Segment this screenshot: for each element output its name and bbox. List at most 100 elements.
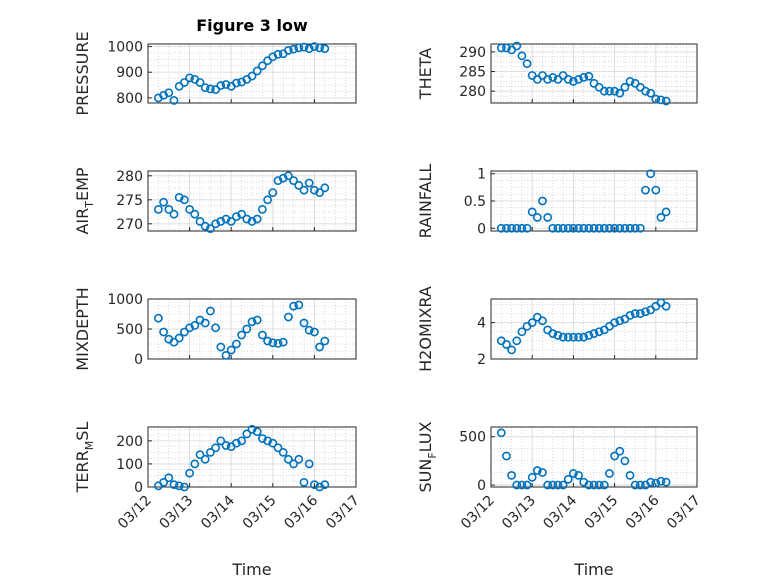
y-axis-label-main: TERR: [73, 450, 92, 493]
data-point: [263, 436, 272, 446]
data-point: [268, 188, 278, 197]
x-tick-label: 03/12: [458, 493, 498, 533]
y-tick-label: 500: [459, 430, 486, 446]
data-point: [646, 477, 656, 487]
data-point: [247, 71, 257, 81]
data-point: [159, 327, 168, 337]
y-axis-label: MIXDEPTH: [73, 287, 92, 370]
data-point: [242, 324, 252, 334]
data-point: [247, 424, 257, 434]
data-point: [289, 176, 298, 185]
data-point: [553, 223, 563, 233]
data-point: [205, 84, 215, 94]
data-point: [558, 480, 568, 490]
data-point: [185, 323, 194, 333]
data-point: [584, 480, 594, 490]
x-tick-label: 03/16: [281, 492, 321, 532]
data-point: [651, 185, 661, 195]
panel-air: 270 275 280 AIRTEMP: [73, 167, 357, 235]
data-point: [517, 327, 527, 337]
data-point: [625, 310, 635, 320]
data-point: [630, 309, 640, 318]
data-point: [502, 340, 511, 349]
data-point: [594, 223, 604, 233]
y-tick-label: 290: [459, 45, 486, 61]
data-point: [646, 88, 656, 98]
x-tick-label: 03/14: [198, 492, 238, 532]
data-point: [502, 43, 511, 53]
data-point: [257, 61, 267, 71]
data-point: [299, 185, 309, 195]
data-point: [641, 307, 650, 317]
data-point: [190, 209, 200, 219]
x-tick-label: 03/16: [623, 492, 663, 532]
data-point: [294, 43, 304, 53]
y-axis-label-tail: EMP: [73, 167, 92, 201]
data-point: [522, 223, 532, 233]
data-point: [563, 75, 573, 84]
axes-box: [490, 426, 698, 488]
data-point: [221, 441, 231, 450]
data-point: [496, 43, 506, 53]
data-point: [605, 86, 614, 96]
data-point: [159, 197, 168, 207]
data-point: [651, 478, 661, 488]
data-point: [252, 66, 262, 76]
data-point: [268, 438, 278, 448]
figure-title: Figure 3 low: [196, 16, 308, 35]
y-tick-label: 280: [116, 169, 143, 185]
y-axis-label-main: AIR: [73, 208, 92, 235]
data-point: [507, 470, 516, 480]
data-point: [599, 86, 609, 96]
y-tick-label: 2: [477, 352, 486, 368]
data-point: [247, 216, 257, 226]
x-tick-label: 03/13: [157, 493, 197, 533]
data-point: [522, 59, 532, 69]
data-point: [263, 336, 272, 346]
x-tick-label: 03/15: [240, 493, 280, 533]
data-point: [594, 480, 604, 490]
data-point: [159, 477, 168, 487]
data-point: [517, 223, 527, 233]
data-point: [164, 473, 174, 483]
y-tick-label: 280: [459, 84, 486, 100]
data-point: [294, 454, 304, 464]
data-point: [517, 480, 527, 490]
data-point: [538, 316, 547, 326]
data-point: [548, 73, 558, 82]
data-point: [185, 204, 194, 214]
data-point: [548, 223, 558, 233]
data-point: [257, 434, 267, 443]
data-point: [610, 223, 619, 233]
data-point: [615, 88, 625, 98]
y-axis-label-subscript: F: [426, 452, 439, 458]
data-point: [620, 456, 630, 466]
data-point: [200, 221, 210, 231]
y-axis-label-main: PRESSURE: [73, 31, 92, 115]
data-point: [569, 223, 578, 233]
data-point: [179, 195, 189, 205]
data-point: [646, 169, 656, 179]
y-axis-label-main: THETA: [416, 48, 435, 100]
data-point: [278, 173, 288, 183]
data-point: [179, 78, 189, 87]
y-axis-label: RAINFALL: [416, 164, 435, 239]
data-point: [231, 339, 241, 349]
data-point: [294, 300, 304, 310]
data-point: [164, 88, 174, 98]
data-point: [278, 447, 288, 457]
data-point: [599, 223, 609, 233]
data-point: [579, 223, 589, 233]
data-point: [589, 480, 599, 490]
y-tick-label: 200: [116, 434, 143, 450]
data-point: [221, 80, 231, 89]
data-point: [216, 436, 226, 446]
data-point: [304, 325, 314, 335]
axes-box: [147, 43, 357, 104]
data-point: [315, 342, 324, 352]
data-point: [543, 75, 553, 84]
data-point: [512, 223, 522, 233]
data-point: [237, 436, 246, 446]
data-point: [299, 42, 309, 52]
y-tick-label: 285: [459, 65, 486, 81]
